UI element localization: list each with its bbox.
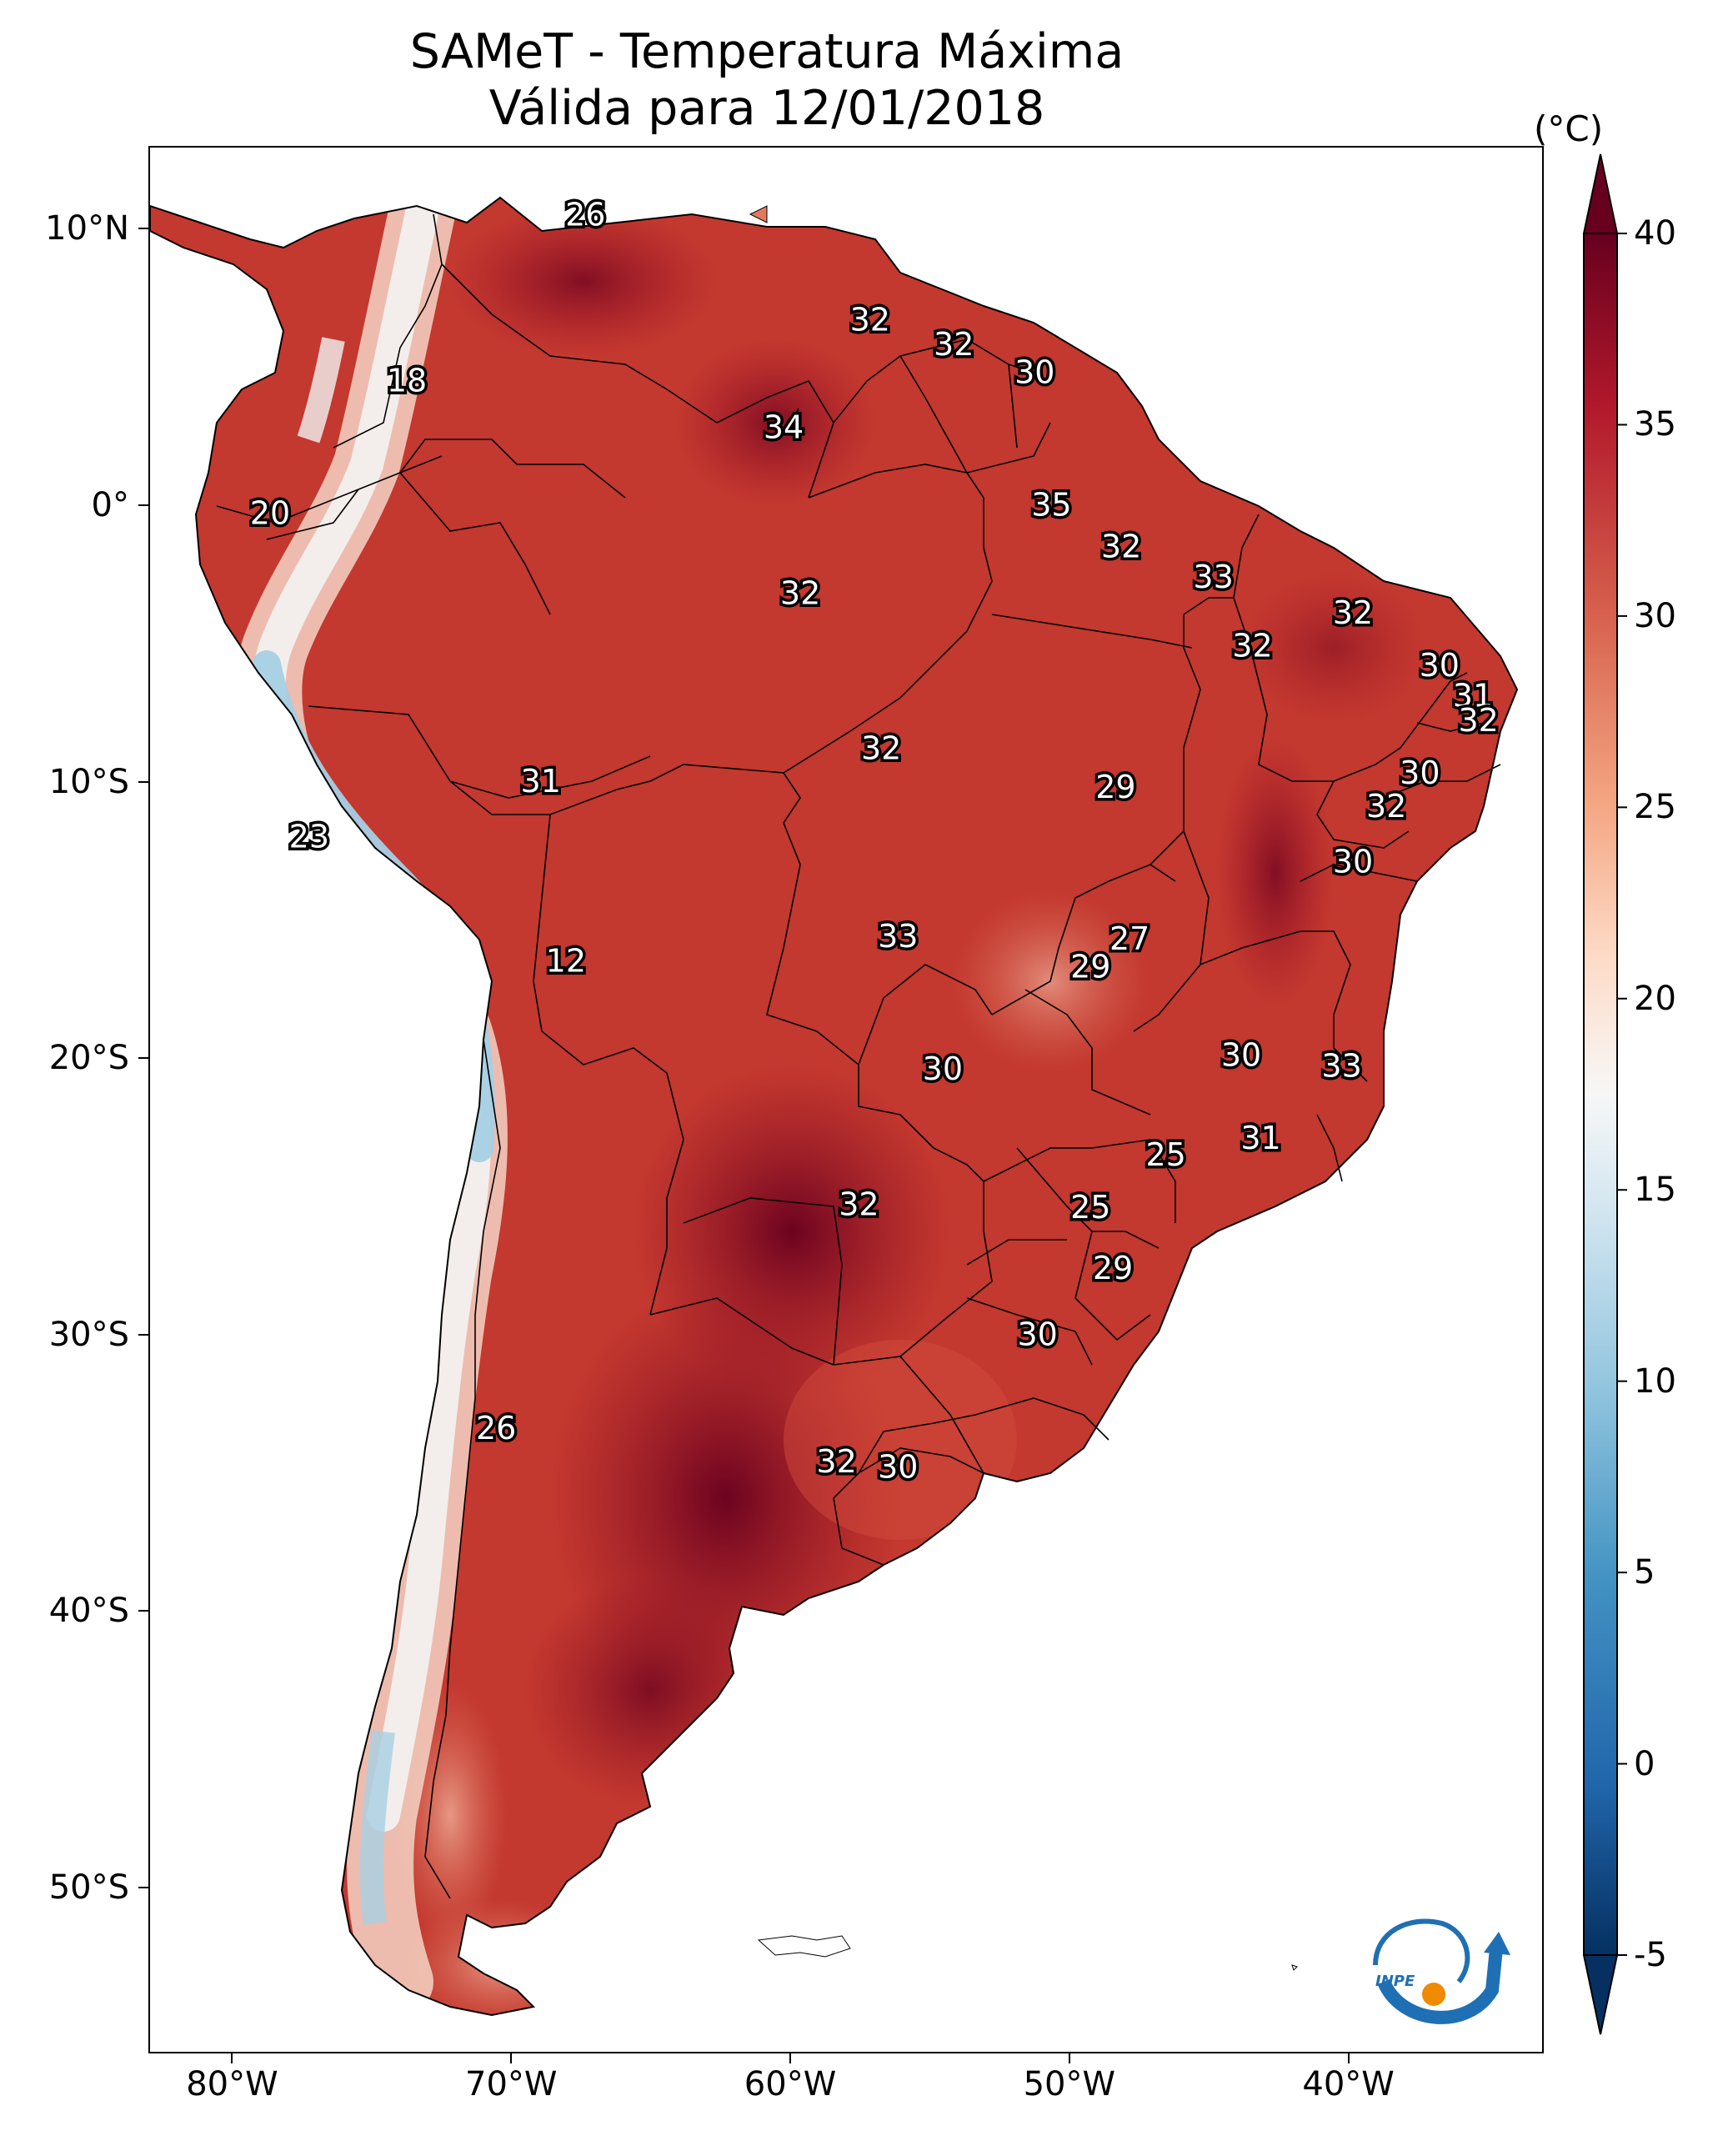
lat-tick-label: 50°S bbox=[48, 1868, 129, 1908]
lat-tick bbox=[138, 780, 148, 783]
station-label: 33 bbox=[1193, 559, 1233, 595]
station-label: 29 bbox=[1095, 769, 1135, 805]
station-label: 32 bbox=[861, 730, 901, 766]
map-frame: 26 18 32 32 30 34 20 35 32 33 32 32 32 30 31 32 32 30 31 29… bbox=[148, 146, 1544, 2053]
station-label: 32 bbox=[934, 326, 974, 363]
station-label: 32 bbox=[780, 575, 820, 612]
temperature-field bbox=[150, 198, 1517, 2015]
colorbar bbox=[1582, 153, 1627, 2035]
lon-tick-label: 50°W bbox=[1023, 2065, 1116, 2103]
station-label: 32 bbox=[816, 1443, 856, 1480]
station-label: 29 bbox=[1093, 1250, 1133, 1286]
inpe-logo: INPE bbox=[1373, 1918, 1510, 2024]
station-label: 18 bbox=[387, 362, 427, 399]
station-label: 27 bbox=[1109, 920, 1150, 957]
political-borders bbox=[216, 213, 1501, 1899]
station-label: 30 bbox=[923, 1050, 963, 1087]
station-label: 32 bbox=[850, 301, 890, 338]
lat-tick-label: 10°S bbox=[48, 762, 129, 801]
station-label: 32 bbox=[1232, 628, 1272, 664]
station-label: 30 bbox=[1017, 1316, 1057, 1352]
station-label: 32 bbox=[1101, 528, 1141, 564]
station-label: 30 bbox=[1420, 647, 1460, 684]
colorbar-min-arrow bbox=[1582, 1954, 1619, 2035]
station-label: 30 bbox=[1221, 1036, 1261, 1073]
map-subtitle: Válida para 12/01/2018 bbox=[488, 81, 1045, 136]
station-label: 26 bbox=[565, 196, 605, 233]
lat-tick bbox=[138, 1333, 148, 1336]
station-label: 31 bbox=[1240, 1120, 1280, 1156]
lat-tick bbox=[138, 1610, 148, 1612]
station-label: 23 bbox=[289, 818, 329, 855]
station-label: 31 bbox=[521, 763, 561, 800]
station-label: 30 bbox=[1014, 353, 1054, 390]
colorbar-scale bbox=[1583, 233, 1618, 1956]
station-label: 25 bbox=[1070, 1189, 1110, 1226]
station-label: 25 bbox=[1145, 1136, 1185, 1173]
lat-tick-label: 40°S bbox=[48, 1592, 129, 1631]
station-label: 32 bbox=[1366, 788, 1406, 825]
lon-tick-label: 40°W bbox=[1302, 2065, 1395, 2103]
logo-text: INPE bbox=[1375, 1973, 1415, 1990]
station-label: 32 bbox=[839, 1186, 879, 1223]
colorbar-max-arrow bbox=[1582, 153, 1619, 234]
station-label: 32 bbox=[1333, 594, 1373, 631]
colorbar-tick-label: 25 bbox=[1634, 788, 1676, 827]
station-label: 35 bbox=[1031, 487, 1071, 524]
lat-tick bbox=[138, 1887, 148, 1889]
station-label: 33 bbox=[878, 918, 918, 955]
colorbar-tick-label: 10 bbox=[1634, 1361, 1676, 1401]
lat-tick-label: 0° bbox=[91, 486, 129, 525]
station-label: 31 bbox=[1453, 677, 1493, 714]
colorbar-tick-label: 5 bbox=[1634, 1553, 1655, 1592]
lon-tick-label: 60°W bbox=[744, 2065, 837, 2103]
station-label: 20 bbox=[250, 495, 290, 532]
lon-tick bbox=[1347, 2053, 1350, 2063]
station-label: 12 bbox=[546, 943, 586, 980]
colorbar-tick-label: -5 bbox=[1634, 1936, 1667, 1974]
station-label: 30 bbox=[1400, 755, 1440, 791]
lat-tick bbox=[138, 504, 148, 507]
colorbar-tick-label: 15 bbox=[1634, 1171, 1676, 1210]
station-label: 26 bbox=[476, 1410, 516, 1447]
lon-tick bbox=[789, 2053, 792, 2063]
colorbar-tick-label: 40 bbox=[1634, 214, 1676, 253]
lat-tick-label: 20°S bbox=[48, 1039, 129, 1078]
station-label: 29 bbox=[1070, 948, 1110, 985]
station-label: 30 bbox=[1333, 843, 1373, 880]
lat-tick-label: 10°N bbox=[45, 209, 129, 248]
station-label: 30 bbox=[878, 1449, 918, 1486]
colorbar-tick-label: 0 bbox=[1634, 1744, 1655, 1783]
lon-tick bbox=[510, 2053, 513, 2063]
lat-tick bbox=[138, 228, 148, 230]
station-label: 34 bbox=[764, 409, 804, 446]
lon-tick-label: 70°W bbox=[465, 2065, 558, 2103]
lon-tick bbox=[231, 2053, 233, 2063]
lon-tick bbox=[1068, 2053, 1070, 2063]
colorbar-tick-label: 35 bbox=[1634, 405, 1676, 444]
lat-tick bbox=[138, 1057, 148, 1060]
station-label: 32 bbox=[1458, 702, 1498, 739]
map-title: SAMeT - Temperatura Máxima bbox=[409, 24, 1124, 79]
lon-tick-label: 80°W bbox=[186, 2065, 278, 2103]
islands bbox=[749, 205, 1298, 1971]
colorbar-unit: (°C) bbox=[1534, 108, 1604, 149]
station-label: 33 bbox=[1321, 1048, 1361, 1085]
colorbar-tick-label: 20 bbox=[1634, 979, 1676, 1018]
lat-tick-label: 30°S bbox=[48, 1315, 129, 1354]
colorbar-tick-label: 30 bbox=[1634, 596, 1676, 635]
